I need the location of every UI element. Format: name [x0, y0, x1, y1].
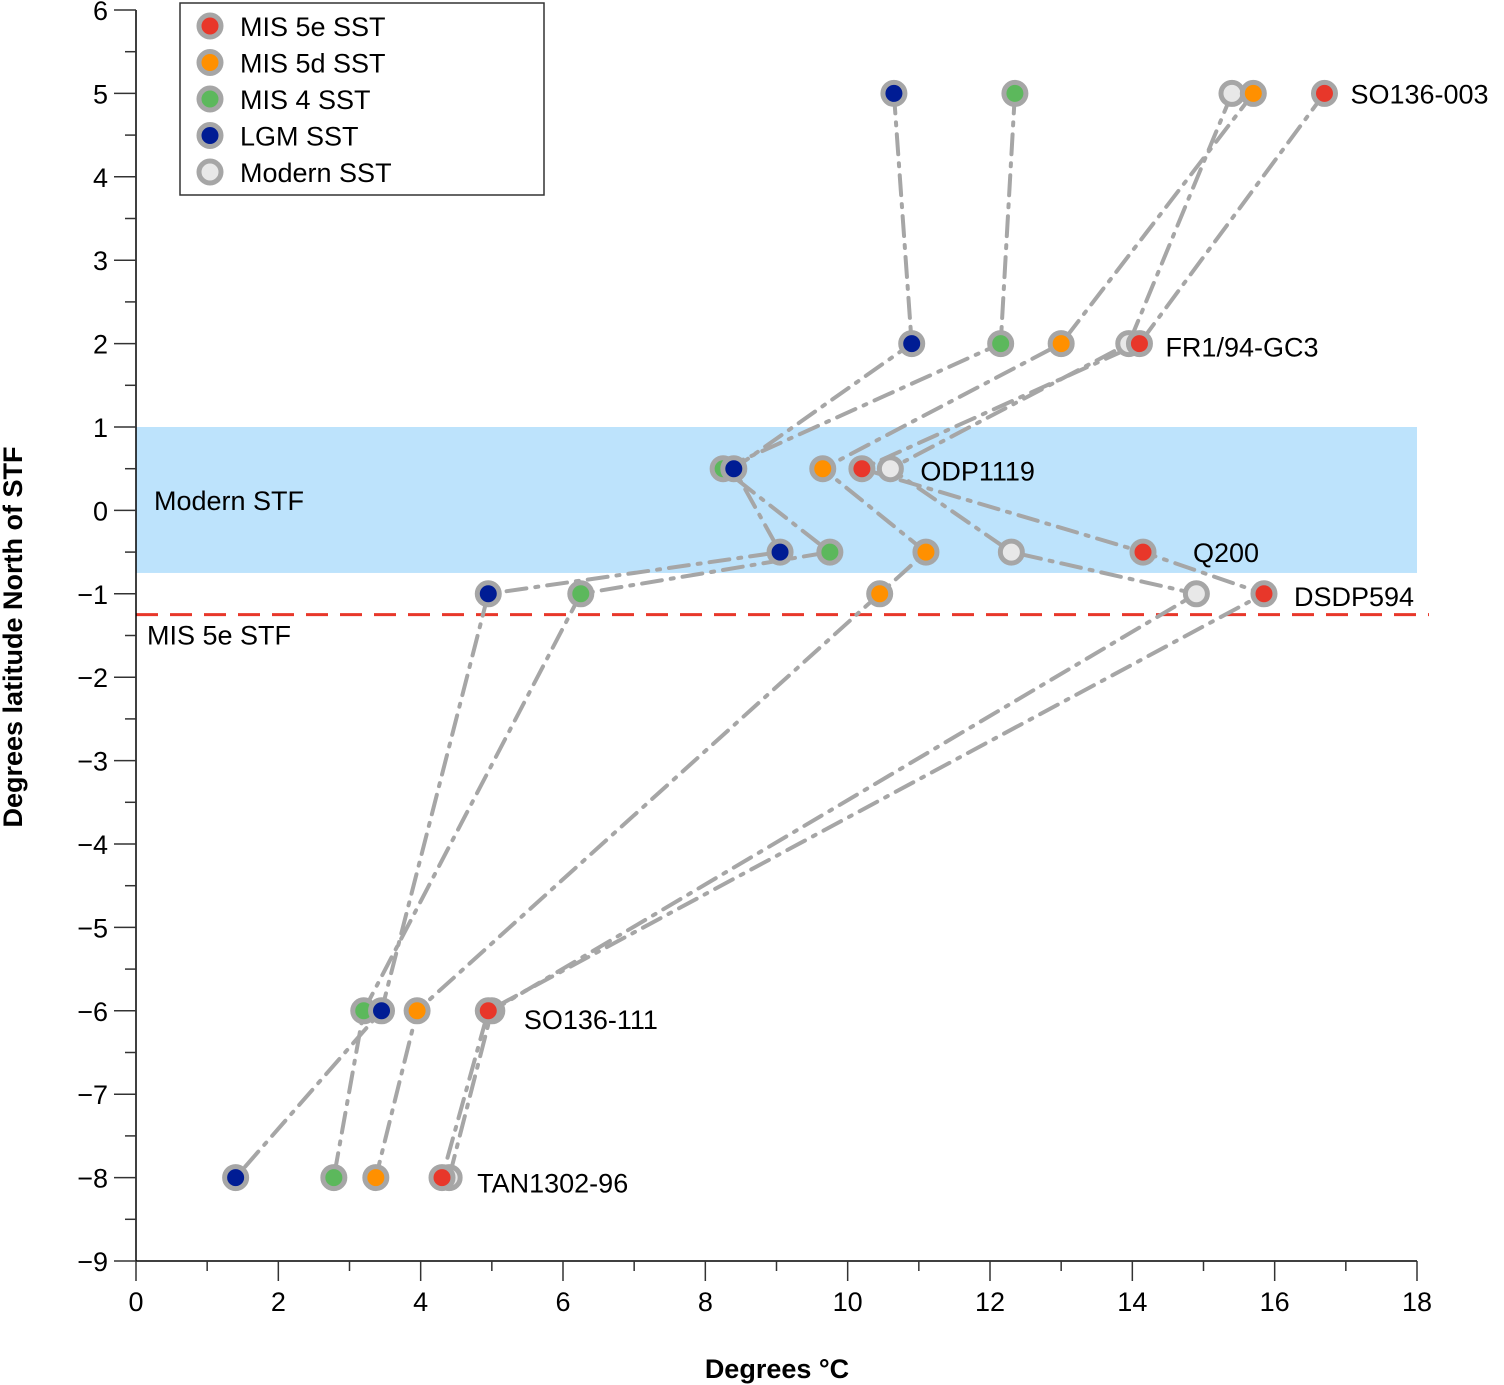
x-tick-label: 10: [833, 1287, 863, 1317]
modern-stf-label: Modern STF: [154, 486, 304, 516]
series-line-mis-4-sst: [331, 91, 1017, 1180]
point-mis-5d-sst: [1239, 79, 1267, 107]
point-modern-sst: [1182, 580, 1210, 608]
legend-marker: [196, 49, 224, 76]
point-modern-sst: [997, 538, 1025, 566]
y-tick-label: 6: [93, 0, 108, 26]
point-lgm-sst: [880, 79, 908, 107]
x-tick-label: 16: [1260, 1287, 1290, 1317]
y-tick-label: −9: [77, 1247, 108, 1277]
legend-marker: [196, 158, 224, 186]
y-tick-label: −6: [77, 997, 108, 1027]
legend-marker: [196, 12, 224, 40]
point-lgm-sst: [368, 997, 396, 1025]
legend-label: LGM SST: [240, 122, 359, 152]
point-mis-5d-sst: [912, 538, 940, 566]
x-tick-label: 18: [1402, 1287, 1432, 1317]
point-mis-4-sst: [816, 538, 844, 566]
site-label: DSDP594: [1294, 582, 1414, 612]
y-tick-label: 4: [93, 163, 108, 193]
legend-item: MIS 4 SST: [196, 85, 371, 115]
legend-label: Modern SST: [240, 158, 392, 188]
reference-lines: MIS 5e STF: [136, 613, 1429, 651]
x-tick-label: 0: [128, 1287, 143, 1317]
y-tick-label: −1: [77, 580, 108, 610]
legend-box: [179, 2, 545, 196]
y-tick-label: −3: [77, 747, 108, 777]
x-tick-label: 2: [271, 1287, 286, 1317]
site-labels: SO136-003 FR1/94-GC3 ODP1119 Q200 DSDP594 SO1…: [477, 79, 1488, 1198]
legend-marker: [196, 122, 224, 149]
point-lgm-sst: [898, 330, 926, 358]
point-mis-4-sst: [1001, 79, 1029, 107]
point-mis-5e-sst: [1129, 538, 1157, 566]
x-tick-label: 14: [1117, 1287, 1147, 1317]
point-lgm-sst: [720, 455, 748, 483]
legend-label: MIS 4 SST: [240, 85, 371, 115]
y-tick-label: −5: [77, 913, 108, 943]
point-mis-5e-sst: [1310, 79, 1338, 107]
point-lgm-sst: [222, 1164, 250, 1192]
y-tick-label: −8: [77, 1164, 108, 1194]
legend-item: MIS 5d SST: [196, 49, 386, 79]
x-tick-label: 8: [698, 1287, 713, 1317]
y-axis-title: Degrees latitude North of STF: [0, 446, 28, 827]
point-mis-5d-sst: [866, 580, 894, 608]
point-mis-5e-sst: [428, 1164, 456, 1192]
point-modern-sst: [1218, 79, 1246, 107]
x-tick-label: 12: [975, 1287, 1005, 1317]
y-tick-label: −4: [77, 830, 108, 860]
point-modern-sst: [876, 455, 904, 483]
point-mis-5e-sst: [474, 997, 502, 1025]
point-mis-5e-sst: [848, 455, 876, 483]
y-tick-label: 0: [93, 496, 108, 526]
legend-item: LGM SST: [196, 122, 359, 152]
legend-item: MIS 5e SST: [196, 12, 386, 42]
series-line-mis-5d-sst: [373, 91, 1256, 1180]
legend-label: MIS 5d SST: [240, 49, 386, 79]
series-lines: [233, 91, 1327, 1180]
x-tick-label: 6: [555, 1287, 570, 1317]
site-label: SO136-003: [1350, 79, 1488, 109]
site-label: ODP1119: [920, 457, 1035, 487]
x-axis-title: Degrees °C: [705, 1354, 849, 1384]
site-label: TAN1302-96: [477, 1169, 628, 1199]
point-mis-4-sst: [987, 330, 1015, 358]
legend-item: Modern SST: [196, 158, 392, 188]
site-label: SO136-111: [524, 1005, 658, 1035]
point-mis-5e-sst: [1125, 330, 1153, 358]
y-tick-label: 2: [93, 330, 108, 360]
point-mis-4-sst: [567, 580, 595, 608]
legend-marker: [196, 85, 224, 113]
y-tick-label: −7: [77, 1080, 108, 1110]
point-mis-5e-sst: [1250, 580, 1278, 608]
point-lgm-sst: [474, 580, 502, 608]
data-points: [222, 79, 1338, 1192]
y-tick-label: 5: [93, 79, 108, 109]
site-label: Q200: [1193, 538, 1259, 568]
y-tick-label: 1: [93, 413, 108, 443]
y-tick-label: −2: [77, 663, 108, 693]
point-mis-4-sst: [320, 1164, 348, 1192]
site-label: FR1/94-GC3: [1165, 333, 1318, 363]
point-mis-5d-sst: [809, 455, 837, 483]
legend-label: MIS 5e SST: [240, 12, 386, 42]
point-mis-5d-sst: [403, 997, 431, 1025]
y-tick-label: 3: [93, 246, 108, 276]
mis5e-stf-label: MIS 5e STF: [147, 621, 291, 651]
point-mis-5d-sst: [1047, 330, 1075, 358]
x-tick-label: 4: [413, 1287, 428, 1317]
point-lgm-sst: [766, 538, 794, 566]
point-mis-5d-sst: [362, 1164, 390, 1192]
legend: MIS 5e SST MIS 5d SST MIS 4 SST LGM SST Mode…: [179, 2, 545, 196]
